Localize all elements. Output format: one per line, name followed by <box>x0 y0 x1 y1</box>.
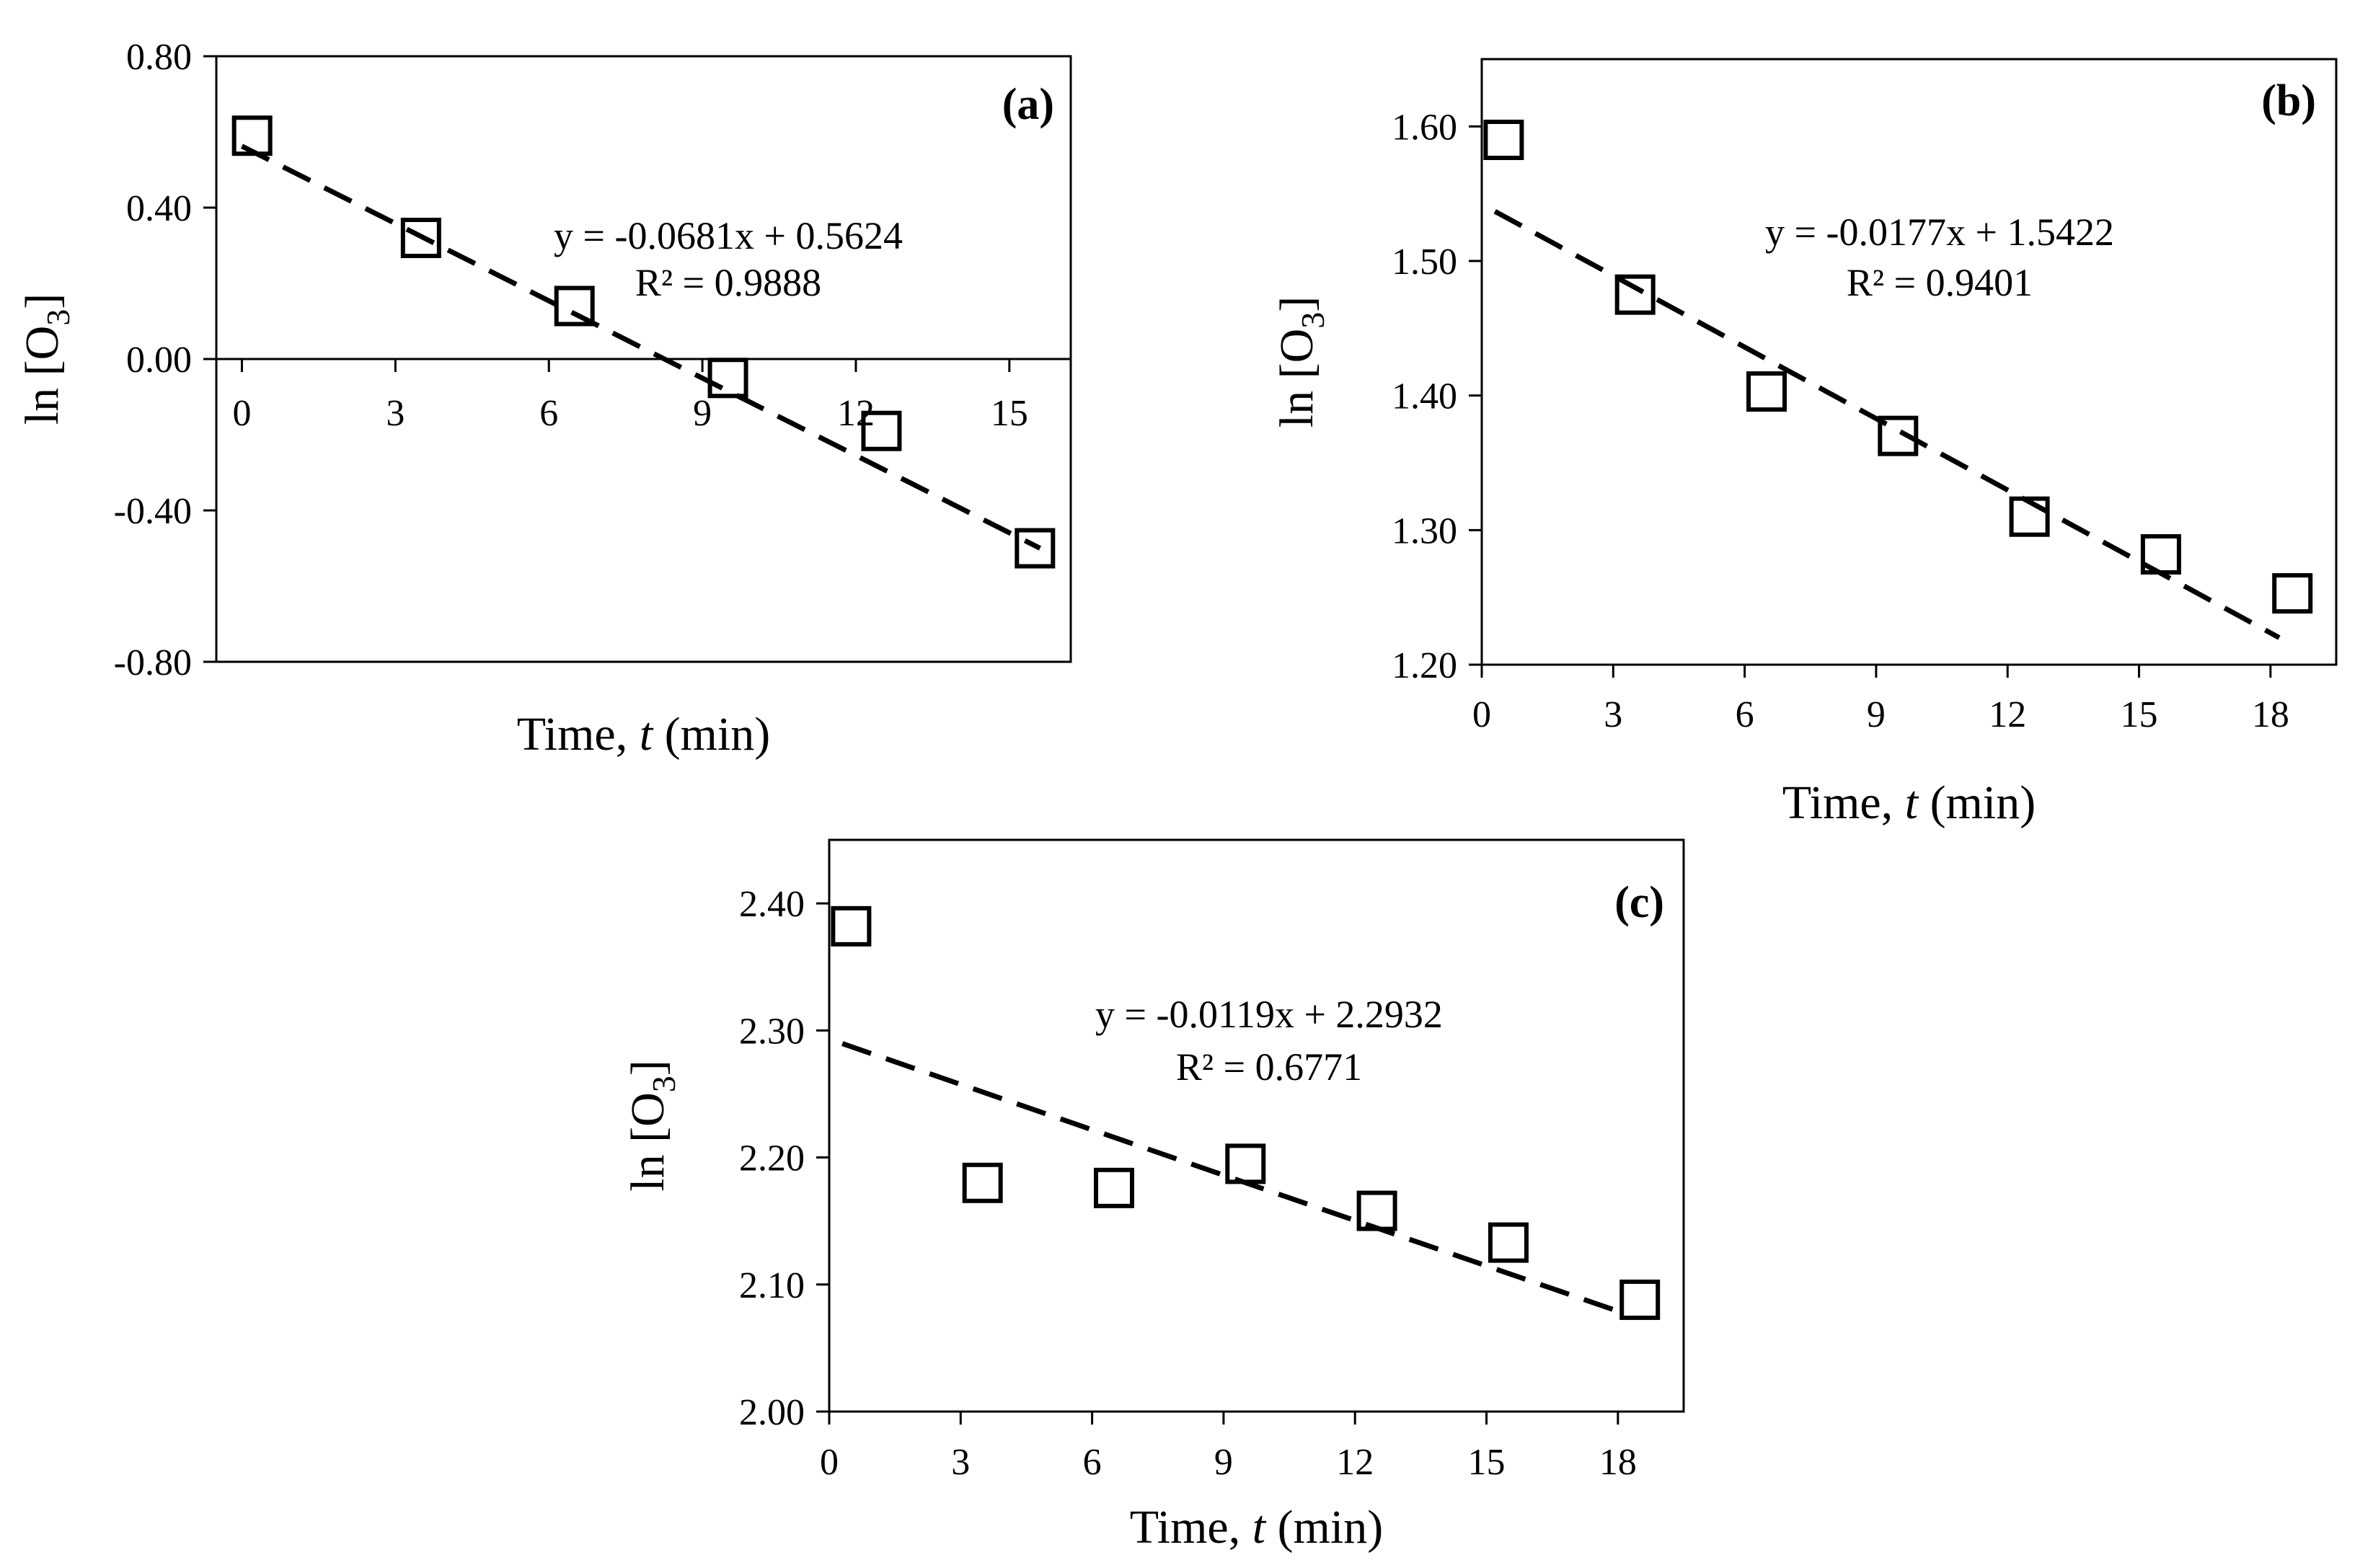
x-tick-label: 15 <box>991 393 1028 434</box>
y-tick-label: 2.00 <box>739 1392 805 1433</box>
trendline <box>1493 209 2281 640</box>
data-point <box>1878 415 1919 456</box>
x-tick-label: 6 <box>1083 1442 1102 1483</box>
data-point <box>831 905 872 947</box>
x-tick-label: 0 <box>232 393 251 434</box>
x-axis-title-text: Time, <box>517 708 640 761</box>
y-tick-label: -0.40 <box>114 491 192 532</box>
r-squared-label: R² = 0.9888 <box>635 261 821 304</box>
chart-panel-a: -0.80-0.400.000.400.800 3 6 9 12 15y = -0.068… <box>16 37 1072 761</box>
data-point <box>231 115 273 156</box>
y-axis-title-text: ln [O <box>16 326 68 425</box>
x-tick-label: 18 <box>2252 694 2289 735</box>
data-point <box>1746 371 1787 412</box>
data-point <box>861 410 902 451</box>
trendline <box>240 143 1042 551</box>
x-tick-label: 12 <box>1336 1442 1374 1483</box>
data-point <box>400 218 441 258</box>
x-axis-title-text: Time, <box>1130 1501 1252 1554</box>
data-point <box>1483 120 1524 160</box>
y-tick-label: 1.30 <box>1392 510 1457 552</box>
x-axis-title-unit: (min) <box>1265 1501 1383 1554</box>
data-point <box>1619 1279 1661 1320</box>
x-tick-label: 9 <box>693 393 712 434</box>
y-tick-label: 1.20 <box>1392 645 1457 686</box>
y-tick-label: 2.40 <box>739 884 805 925</box>
plot-frame <box>1480 58 2338 666</box>
y-axis-title-subscript: 3 <box>1294 312 1331 329</box>
y-tick-label: 2.20 <box>739 1138 805 1179</box>
x-axis-title: Time, t (min) <box>1130 1501 1383 1554</box>
x-tick-label: 15 <box>2121 694 2158 735</box>
data-point <box>1225 1143 1266 1184</box>
r-squared-label: R² = 0.9401 <box>1847 261 2033 304</box>
y-tick-label: 1.60 <box>1392 107 1457 148</box>
chart-panel-b: 1.20 1.30 1.40 1.50 1.60 0 3 6 9 12 15 18 y = -0.017… <box>1270 58 2338 829</box>
panel-label: (a) <box>1002 80 1054 129</box>
data-point <box>2272 573 2313 614</box>
x-axis-title-unit: (min) <box>653 708 770 761</box>
y-tick-label: 1.50 <box>1392 242 1457 283</box>
x-axis-title-variable: t <box>1905 776 1919 829</box>
y-axis-title-text: ln [O <box>622 1092 674 1191</box>
x-tick-label: 3 <box>951 1442 970 1483</box>
y-tick-label: 2.10 <box>739 1265 805 1306</box>
trendline-equation: y = -0.0119x + 2.2932 <box>1095 993 1443 1036</box>
trendline-equation: y = -0.0177x + 1.5422 <box>1765 211 2114 254</box>
x-axis-title-text: Time, <box>1782 776 1905 829</box>
data-point <box>1488 1222 1529 1263</box>
data-point <box>707 358 748 399</box>
data-point <box>1015 528 1056 569</box>
data-point <box>2009 496 2050 537</box>
y-tick-label: 0.40 <box>126 188 192 229</box>
x-axis-title: Time, t (min) <box>517 708 770 761</box>
x-tick-label: 18 <box>1599 1442 1637 1483</box>
y-tick-label: 0.80 <box>126 37 192 78</box>
panel-label: (c) <box>1614 878 1664 927</box>
x-tick-label: 9 <box>1867 694 1886 735</box>
x-tick-label: 15 <box>1468 1442 1506 1483</box>
y-axis-title: ln [O3] <box>1270 296 1331 428</box>
x-tick-label: 3 <box>386 393 405 434</box>
data-point <box>2140 533 2181 575</box>
y-axis-title-text: ln [O <box>1270 329 1323 428</box>
y-tick-label: 2.30 <box>739 1011 805 1052</box>
x-tick-label: 3 <box>1604 694 1622 735</box>
data-point <box>1614 274 1656 315</box>
x-axis-title-unit: (min) <box>1918 776 2036 829</box>
x-axis-title-variable: t <box>640 708 654 761</box>
x-tick-label: 12 <box>1989 694 2026 735</box>
x-tick-label: 6 <box>1736 694 1754 735</box>
data-point <box>1094 1167 1134 1208</box>
trendline-equation: y = -0.0681x + 0.5624 <box>554 214 903 257</box>
y-tick-label: 1.40 <box>1392 376 1457 417</box>
chart-panel-c: 2.00 2.10 2.20 2.30 2.40 0 3 6 9 12 15 18 y = -0.011… <box>622 838 1685 1554</box>
y-axis-title-bracket: ] <box>16 293 68 309</box>
y-axis-title-subscript: 3 <box>645 1076 682 1092</box>
r-squared-label: R² = 0.6771 <box>1176 1045 1362 1089</box>
x-axis-title-variable: t <box>1252 1501 1267 1554</box>
y-tick-label: -0.80 <box>114 642 192 683</box>
data-point <box>962 1162 1003 1203</box>
data-point <box>1356 1190 1397 1231</box>
y-tick-label: 0.00 <box>126 340 192 381</box>
x-tick-label: 9 <box>1214 1442 1233 1483</box>
plot-frame <box>828 838 1685 1413</box>
data-point <box>554 285 595 327</box>
y-axis-title-bracket: ] <box>1270 296 1323 312</box>
y-axis-title: ln [O3] <box>16 293 76 425</box>
y-axis-title: ln [O3] <box>622 1060 682 1191</box>
x-tick-label: 0 <box>820 1442 839 1483</box>
y-axis-title-subscript: 3 <box>40 309 76 326</box>
y-axis-title-bracket: ] <box>622 1060 674 1076</box>
x-tick-label: 6 <box>539 393 558 434</box>
x-tick-label: 0 <box>1472 694 1491 735</box>
panel-label: (b) <box>2261 76 2316 125</box>
x-axis-title: Time, t (min) <box>1782 776 2036 829</box>
